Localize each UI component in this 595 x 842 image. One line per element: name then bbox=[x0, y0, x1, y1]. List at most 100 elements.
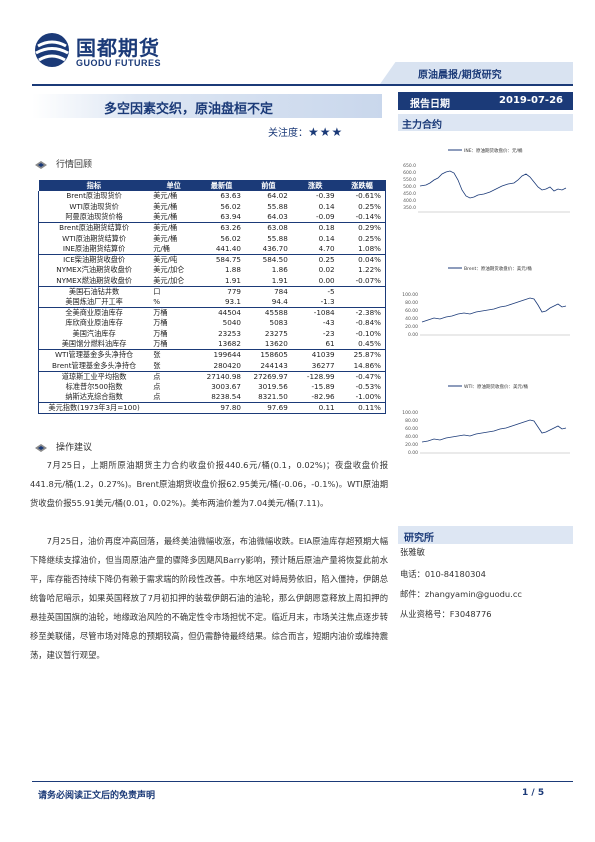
table-cell: 0.25% bbox=[338, 201, 386, 213]
table-cell: -2.38% bbox=[338, 307, 386, 319]
table-row: NYMEX燃油期货收盘价 美元/加仑 1.91 1.91 0.00 -0.07% bbox=[38, 275, 386, 287]
table-cell: 199644 bbox=[198, 349, 245, 361]
table-cell: 44504 bbox=[198, 307, 245, 319]
table-cell: -0.09 bbox=[316, 212, 335, 222]
wti-price-line bbox=[421, 419, 567, 443]
table-cell: 美国石油钻井数 bbox=[38, 285, 150, 297]
y-tick-label: 350.0 bbox=[403, 205, 416, 211]
table-cell: Brent原油期货结算价 bbox=[38, 222, 150, 234]
table-cell: 0.18 bbox=[291, 222, 339, 234]
table-cell: 阿曼原油现货价格 bbox=[38, 212, 150, 223]
table-cell: 美元/加仑 bbox=[153, 275, 185, 285]
table-cell: 全美商业原油库存 bbox=[38, 307, 150, 319]
footer-divider bbox=[32, 781, 573, 782]
research-heading: 研究所 bbox=[398, 526, 573, 544]
table-cell: 美元/吨 bbox=[149, 254, 199, 266]
table-cell: Brent原油现货价 bbox=[38, 191, 150, 202]
table-cell: 1.86 bbox=[271, 265, 288, 275]
table-row: WTI原油期货结算价 美元/桶 56.02 55.88 0.14 0.25% bbox=[38, 233, 386, 244]
table-cell: Brent管理基金多头净持仓 bbox=[38, 360, 150, 372]
table-cell: 14.86% bbox=[338, 360, 386, 372]
chart-wti-crude: WTI：原油期货收盘价：美元/桶 100.00 80.00 60.00 40.0… bbox=[398, 376, 576, 486]
market-data-table: 指标 单位 最新值 前值 涨跌 涨跌幅 Brent原油现货价 美元/桶 63.63 6… bbox=[38, 180, 386, 415]
table-cell: 元/桶 bbox=[153, 244, 170, 254]
table-cell: 点 bbox=[153, 392, 161, 402]
table-cell: 1.22% bbox=[338, 265, 386, 276]
table-row: NYMEX汽油期货收盘价 美元/加仑 1.88 1.86 0.02 1.22% bbox=[38, 265, 386, 276]
chart-legend: Brent：原油期货收盘价：美元/桶 bbox=[464, 265, 532, 272]
table-cell: 584.75 bbox=[198, 254, 245, 266]
table-cell: -0.61% bbox=[338, 191, 386, 202]
table-cell: 5040 bbox=[222, 318, 241, 328]
section-review-heading: 行情回顾 bbox=[34, 157, 92, 170]
table-cell: 584.50 bbox=[244, 254, 292, 266]
table-row: INE原油期货结算价 元/桶 441.40 436.70 4.70 1.08% bbox=[38, 243, 386, 255]
paragraph-market-summary: 7月25日，上期所原油期货主力合约收盘价报440.6元/桶(0.1，0.02%)… bbox=[30, 460, 388, 508]
section-bullet-icon bbox=[35, 443, 47, 452]
table-cell: 点 bbox=[153, 381, 161, 391]
table-cell: -128.99 bbox=[291, 370, 339, 382]
table-cell: 美元/桶 bbox=[153, 191, 178, 201]
report-date-value: 2019-07-26 bbox=[499, 95, 563, 106]
table-row: Brent原油现货价 美元/桶 63.63 64.02 -0.39 -0.61% bbox=[38, 191, 386, 202]
section-review-label: 行情回顾 bbox=[56, 160, 93, 170]
table-cell: 0.14 bbox=[318, 233, 335, 243]
table-cell: 美元/加仑 bbox=[153, 265, 185, 275]
table-cell: 41039 bbox=[291, 349, 339, 361]
table-row: 美元指数(1973年3月=100) 97.80 97.69 0.11 0.11% bbox=[38, 402, 386, 415]
table-cell: 3019.56 bbox=[258, 381, 288, 391]
table-cell: 口 bbox=[149, 285, 199, 297]
page-number: 1 / 5 bbox=[522, 788, 545, 798]
y-tick-label: 80.00 bbox=[405, 300, 418, 306]
table-cell: WTI原油现货价 bbox=[38, 201, 150, 213]
table-cell: 0.02 bbox=[318, 265, 335, 275]
table-cell: 5083 bbox=[269, 318, 288, 328]
table-cell: -1.00% bbox=[338, 392, 386, 403]
table-cell: 94.4 bbox=[271, 296, 288, 306]
chart-legend: INE：原油期货收盘价：元/桶 bbox=[464, 147, 523, 154]
table-cell: 27140.98 bbox=[198, 370, 245, 382]
table-header-row: 指标 单位 最新值 前值 涨跌 涨跌幅 bbox=[38, 180, 386, 191]
ine-price-line bbox=[419, 170, 567, 199]
y-tick-label: 100.00 bbox=[402, 410, 418, 416]
table-cell: 张 bbox=[153, 360, 161, 370]
report-type-band: 原油晨报/期货研究 bbox=[380, 62, 573, 84]
table-cell: 美元/桶 bbox=[149, 222, 199, 234]
y-tick-label: 550.0 bbox=[403, 177, 416, 183]
table-cell: 779 bbox=[198, 285, 245, 297]
table-cell: 244143 bbox=[260, 360, 288, 370]
table-header-cell: 涨跌 bbox=[291, 180, 339, 191]
y-tick-label: 60.00 bbox=[405, 308, 418, 314]
analyst-email: 邮件：zhangyamin@guodu.cc bbox=[400, 589, 522, 599]
table-cell: 61 bbox=[325, 339, 335, 349]
footer-disclaimer: 请务必阅读正文后的免责声明 bbox=[38, 791, 156, 801]
brent-price-line bbox=[421, 297, 567, 323]
table-cell: 美国炼油厂开工率 bbox=[38, 296, 150, 308]
table-cell: % bbox=[153, 296, 161, 306]
company-logo: 国都期货 GUODU FUTURES bbox=[32, 30, 182, 76]
table-cell: 158605 bbox=[244, 349, 292, 361]
analyst-certificate: 从业资格号：F3048776 bbox=[400, 609, 492, 619]
table-cell: 36277 bbox=[311, 360, 335, 370]
table-cell: 美元/桶 bbox=[153, 212, 178, 222]
table-cell bbox=[338, 296, 386, 308]
table-row: 美国石油钻井数口 779 784 -5 bbox=[38, 285, 386, 297]
table-row: 美国馏分燃料油库存 万桶 13682 13620 61 0.45% bbox=[38, 339, 386, 350]
y-tick-label: 600.0 bbox=[403, 170, 416, 176]
table-cell: 美国汽油库存 bbox=[38, 328, 150, 340]
table-cell: 56.02 bbox=[220, 233, 241, 243]
table-cell: 万桶 bbox=[153, 329, 168, 339]
table-header-cell: 指标 bbox=[38, 180, 150, 191]
table-row: ICE柴油期货收盘价 美元/吨 584.75 584.50 0.25 0.04% bbox=[38, 254, 386, 266]
table-cell: 27269.97 bbox=[244, 370, 292, 382]
y-tick-label: 0.00 bbox=[408, 450, 418, 456]
report-date-bar: 报告日期 2019-07-26 bbox=[398, 92, 573, 110]
table-cell: 45588 bbox=[244, 307, 292, 319]
section-advice-heading: 操作建议 bbox=[34, 440, 92, 453]
table-row: WTI原油现货价 美元/桶 56.02 55.88 0.14 0.25% bbox=[38, 201, 386, 213]
main-contract-heading: 主力合约 bbox=[398, 114, 573, 131]
chart-brent-crude: Brent：原油期货收盘价：美元/桶 100.00 80.00 60.00 40… bbox=[398, 258, 576, 368]
y-tick-label: 40.00 bbox=[405, 434, 418, 440]
y-tick-label: 400.0 bbox=[403, 198, 416, 204]
analyst-name: 张雅敏 bbox=[400, 547, 425, 557]
